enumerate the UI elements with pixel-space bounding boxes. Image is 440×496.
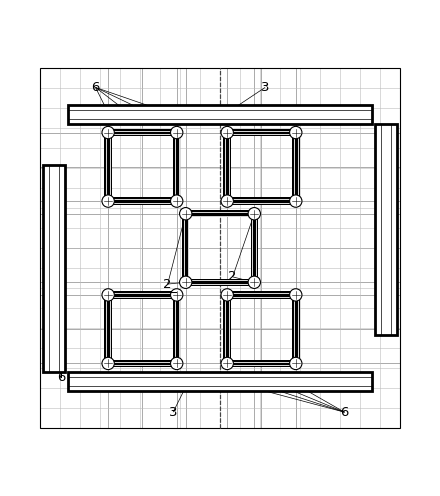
Bar [104,291,112,367]
Bar [224,291,300,299]
Circle shape [102,126,114,139]
Text: 2: 2 [228,270,237,283]
Circle shape [171,357,183,370]
Bar [182,210,258,217]
Bar [173,291,180,367]
Circle shape [102,195,114,207]
Bar [375,124,397,335]
Bar [69,372,371,390]
Bar [182,279,258,286]
Circle shape [290,289,302,301]
Circle shape [221,357,233,370]
Bar [104,197,180,205]
Circle shape [248,207,260,220]
Bar [69,106,371,124]
Bar [43,165,65,372]
Bar [224,360,300,367]
Text: 3: 3 [169,406,177,419]
Circle shape [248,276,260,289]
Circle shape [221,126,233,139]
Circle shape [171,289,183,301]
Bar [173,129,180,205]
Circle shape [180,207,192,220]
Bar [224,291,231,367]
Bar [224,197,300,205]
Circle shape [221,195,233,207]
Bar [104,129,180,136]
Bar [104,129,112,205]
Bar [104,360,180,367]
Bar [250,210,258,286]
Circle shape [290,195,302,207]
Bar [182,210,190,286]
Bar [292,129,300,205]
Circle shape [290,357,302,370]
Text: 6: 6 [340,406,348,419]
Circle shape [171,195,183,207]
Text: 6: 6 [57,372,66,384]
Text: 6: 6 [376,214,385,228]
Bar [104,291,180,299]
Circle shape [102,357,114,370]
Bar [224,129,231,205]
Bar [292,291,300,367]
Text: 3: 3 [261,81,269,94]
Bar [224,129,300,136]
Text: 2: 2 [163,278,172,291]
Text: 3: 3 [51,186,60,198]
Circle shape [102,289,114,301]
Bar [40,67,400,429]
Circle shape [171,126,183,139]
Circle shape [180,276,192,289]
Circle shape [290,126,302,139]
Text: 3: 3 [382,307,390,319]
Text: 6: 6 [92,81,100,94]
Circle shape [221,289,233,301]
